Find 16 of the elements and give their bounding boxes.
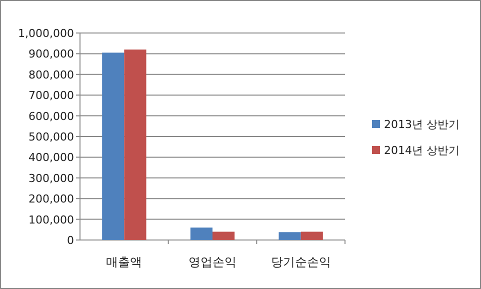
y-tick-label: 1,000,000 <box>18 27 74 40</box>
y-tick-label: 400,000 <box>28 151 74 164</box>
legend-label: 2014년 상반기 <box>384 144 460 157</box>
x-tick-label: 영업손익 <box>188 255 236 269</box>
y-tick-label: 0 <box>67 234 74 247</box>
y-tick-label: 100,000 <box>28 213 74 226</box>
y-tick-label: 500,000 <box>28 130 74 144</box>
y-tick-label: 600,000 <box>28 110 74 123</box>
y-tick-label: 700,000 <box>28 89 74 102</box>
y-tick-label: 900,000 <box>28 48 74 61</box>
y-tick-label: 300,000 <box>28 172 74 185</box>
y-tick-label: 200,000 <box>28 192 74 206</box>
x-tick-label: 당기순손익 <box>270 255 331 269</box>
x-tick-label: 매출액 <box>106 255 142 269</box>
legend-label: 2013년 상반기 <box>384 118 460 131</box>
y-tick-label: 800,000 <box>28 68 74 82</box>
